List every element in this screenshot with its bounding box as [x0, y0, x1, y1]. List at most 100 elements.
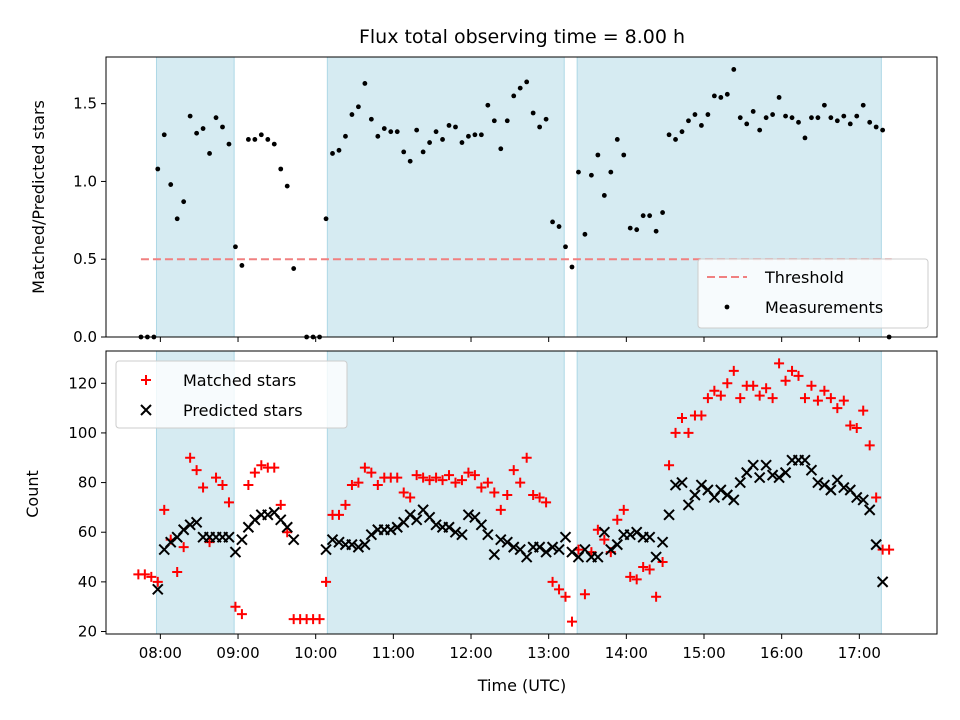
predicted-star-point [501, 536, 513, 548]
measurement-point [213, 115, 219, 121]
predicted-star-point [566, 546, 578, 558]
matched-star-point [444, 470, 455, 481]
measurement-point [757, 127, 763, 133]
matched-star-point [269, 462, 280, 473]
matched-star-point [599, 534, 610, 545]
measurement-point [588, 172, 594, 178]
measurement-point [226, 141, 232, 147]
measurement-point [699, 123, 704, 128]
matched-star-point [411, 470, 422, 481]
measurement-point [323, 216, 329, 222]
measurement-point [401, 149, 407, 155]
matched-star-point [625, 571, 636, 582]
x-tick-label: 15:00 [682, 644, 725, 662]
matched-star-point [437, 475, 448, 486]
x-axis-label: Time (UTC) [477, 676, 566, 695]
matched-star-point [456, 475, 467, 486]
measurement-point [692, 112, 698, 117]
y-tick-label: 0.5 [73, 250, 97, 268]
measurement-point [362, 81, 368, 86]
measurement-point [388, 129, 394, 135]
measurement-point [271, 141, 277, 147]
predicted-star-point [682, 499, 695, 511]
measurement-point [245, 137, 251, 142]
matched-star-point [851, 422, 862, 433]
legend-matched-swatch [141, 375, 151, 385]
predicted-star-point [346, 538, 358, 551]
predicted-star-point [851, 491, 863, 504]
legend-top: Threshold Measurements [697, 258, 929, 329]
predicted-star-point [430, 519, 442, 531]
matched-star-point [243, 480, 254, 491]
predicted-star-point [876, 576, 889, 588]
measurement-point [556, 224, 562, 229]
matched-star-point [696, 410, 707, 421]
predicted-star-point [404, 509, 416, 521]
observing-interval-band [326, 350, 565, 635]
measurement-point [349, 112, 355, 117]
y-tick-label: 80 [78, 474, 97, 492]
matched-star-point [398, 487, 409, 498]
matched-star-point [728, 365, 739, 376]
measurement-point [653, 228, 659, 234]
measurement-point [860, 102, 866, 108]
measurement-point [821, 102, 827, 108]
predicted-star-point [715, 484, 727, 496]
y-tick-label: 1.5 [73, 95, 97, 113]
matched-star-point [657, 557, 668, 568]
bottom-panel-counts: 08:00 09:00 10:00 11:00 12:00 13:00 14:00 15:00… [68, 350, 938, 662]
matched-star-point [748, 380, 759, 391]
measurement-point [679, 129, 685, 135]
predicted-star-point [857, 494, 869, 506]
measurement-point [854, 113, 860, 119]
matched-star-point [191, 465, 202, 476]
predicted-star-point [630, 526, 643, 538]
measurement-point [686, 118, 691, 124]
matched-star-point [547, 576, 558, 587]
matched-star-point [858, 405, 869, 416]
measurement-point [407, 158, 413, 164]
matched-star-point [845, 420, 856, 431]
measurement-point [776, 95, 782, 100]
measurement-point [330, 151, 335, 156]
measurement-point [537, 124, 543, 130]
predicted-star-point [779, 466, 792, 479]
measurement-point [647, 213, 653, 219]
legend-bottom: Matched stars Predicted stars [115, 360, 348, 429]
matched-star-point [424, 475, 435, 486]
measurement-point [187, 113, 193, 119]
matched-star-point [735, 393, 746, 404]
measurement-point [783, 113, 788, 119]
matched-star-point [560, 591, 571, 602]
measurement-point [614, 137, 620, 142]
measurement-point [705, 112, 711, 117]
measurement-point [368, 116, 374, 122]
matched-star-point [819, 385, 830, 396]
matched-star-point [418, 472, 429, 483]
measurement-point [847, 121, 853, 127]
measurement-point [252, 137, 258, 142]
matched-star-point [767, 393, 778, 404]
measurement-point [220, 124, 225, 130]
x-tick-label: 16:00 [760, 644, 803, 662]
measurement-point [569, 264, 575, 270]
y-tick-label: 60 [78, 523, 97, 541]
predicted-star-point [546, 541, 559, 553]
observing-interval-band [326, 56, 565, 338]
matched-star-point [618, 504, 629, 515]
matched-star-point [502, 489, 513, 500]
matched-star-point [450, 477, 461, 488]
measurement-point [718, 95, 724, 100]
matched-star-point [211, 472, 222, 483]
matched-star-point [683, 427, 694, 438]
matched-star-point [172, 566, 183, 577]
measurement-point [174, 216, 180, 222]
measurement-point [278, 166, 284, 172]
predicted-star-point [449, 526, 462, 538]
matched-star-point [838, 395, 849, 406]
observing-interval-band [155, 56, 235, 338]
predicted-star-point [540, 546, 552, 558]
measurement-point [504, 118, 510, 124]
matched-star-point [651, 591, 662, 602]
matched-star-point [469, 470, 480, 481]
